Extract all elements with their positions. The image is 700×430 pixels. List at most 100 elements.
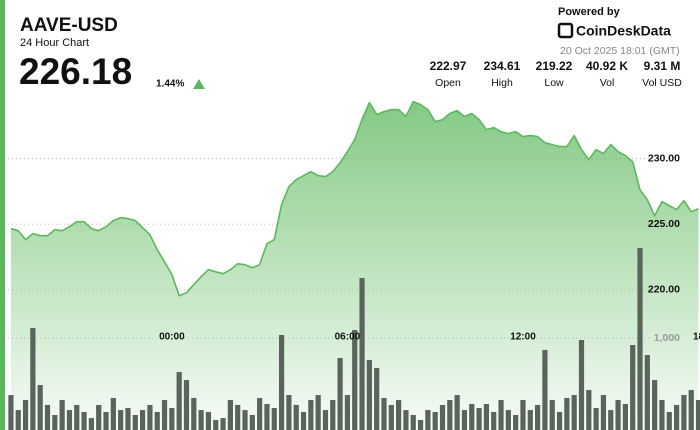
volume-bar — [169, 408, 175, 430]
volume-bar — [396, 400, 402, 430]
price-line — [10, 100, 699, 297]
volume-bar — [205, 411, 212, 430]
volume-bar — [469, 403, 475, 430]
x-tick-label: 12:00 — [510, 332, 536, 343]
bar-layer — [8, 248, 700, 430]
volume-bar — [586, 389, 592, 430]
volume-bar — [578, 340, 585, 430]
up-arrow — [193, 79, 205, 89]
volume-bar — [8, 395, 14, 430]
volume-bar — [564, 397, 570, 430]
stat-label: Vol USD — [642, 77, 682, 89]
stat-value: 222.97 — [430, 59, 467, 73]
volume-bar — [37, 385, 43, 430]
volume-bar — [191, 397, 197, 430]
volume-bar — [322, 410, 329, 430]
stat-value: 40.92 K — [586, 59, 628, 73]
volume-bar — [52, 415, 58, 430]
volume-bar — [505, 410, 511, 430]
volume-bar — [498, 400, 504, 430]
brand-name: CoinDeskData — [576, 23, 671, 39]
volume-bar — [520, 400, 526, 430]
volume-bar — [271, 408, 277, 430]
stat-value: 219.22 — [536, 59, 573, 73]
volume-bar — [593, 408, 599, 430]
volume-bar — [257, 397, 263, 430]
volume-bar — [96, 404, 102, 430]
volume-bar — [278, 334, 285, 430]
volume-bar — [74, 404, 80, 430]
volume-bar — [264, 403, 270, 430]
volume-bar — [81, 411, 87, 430]
volume-bar — [366, 359, 372, 430]
volume-bar — [330, 400, 336, 430]
price-area — [10, 101, 699, 430]
volume-bar — [308, 400, 314, 430]
volume-bar — [337, 357, 343, 430]
volume-bar — [176, 372, 182, 430]
stat-value: 9.31 M — [644, 59, 681, 73]
brand-logo — [557, 22, 574, 39]
x-tick-label: 00:00 — [159, 332, 185, 343]
volume-bar — [374, 367, 380, 430]
volume-bar — [220, 418, 226, 430]
volume-bar — [410, 415, 416, 430]
accent-bar — [0, 0, 5, 430]
volume-bar — [242, 410, 248, 430]
volume-bar — [673, 404, 680, 430]
volume-bar — [110, 397, 116, 430]
volume-bar — [125, 408, 131, 430]
volume-bar — [403, 410, 409, 430]
volume-bar — [286, 395, 292, 430]
area-layer — [10, 101, 699, 430]
volume-bar — [425, 410, 431, 430]
y-tick-label: 220.00 — [648, 284, 680, 296]
volume-bar — [235, 404, 241, 430]
volume-bar — [300, 411, 307, 430]
volume-bar — [315, 395, 321, 430]
volume-bar — [15, 410, 21, 430]
volume-bar — [615, 400, 621, 430]
volume-bar — [88, 418, 94, 430]
volume-bar — [132, 415, 138, 430]
volume-bar — [213, 419, 219, 430]
volume-bar — [513, 415, 519, 430]
y2-tick-label: 1,000 — [654, 332, 680, 344]
volume-bar — [59, 400, 65, 430]
volume-bar — [359, 278, 365, 430]
volume-bar — [461, 410, 468, 430]
volume-bar — [630, 344, 636, 430]
volume-bar — [542, 349, 548, 430]
volume-bar — [695, 400, 700, 430]
chart-subtitle: 24 Hour Chart — [20, 37, 89, 49]
volume-bar — [666, 411, 672, 430]
powered-by: Powered by — [558, 6, 621, 18]
timestamp: 20 Oct 2025 18:01 (GMT) — [560, 45, 680, 57]
volume-bar — [183, 380, 190, 430]
volume-bar — [439, 404, 446, 430]
volume-bar — [608, 410, 614, 430]
volume-bar — [527, 410, 533, 430]
volume-bar — [637, 248, 643, 430]
volume-bar — [535, 404, 541, 430]
stat-value: 234.61 — [484, 59, 521, 73]
last-price: 226.18 — [19, 51, 132, 92]
volume-bar — [556, 411, 563, 430]
volume-bar — [491, 411, 497, 430]
volume-bar — [227, 400, 233, 430]
stat-label: High — [491, 77, 513, 89]
volume-bar — [652, 380, 658, 430]
volume-bar — [154, 411, 160, 430]
volume-bar — [447, 400, 453, 430]
volume-bar — [249, 415, 255, 430]
volume-bar — [600, 395, 607, 430]
volume-bar — [103, 411, 109, 430]
volume-bar — [454, 395, 460, 430]
volume-bar — [388, 404, 394, 430]
volume-bar — [476, 408, 482, 430]
volume-bar — [381, 397, 387, 430]
x-tick-label: 18 — [693, 332, 700, 343]
volume-bar — [483, 403, 490, 430]
volume-bar — [139, 410, 146, 430]
volume-bar — [622, 403, 628, 430]
